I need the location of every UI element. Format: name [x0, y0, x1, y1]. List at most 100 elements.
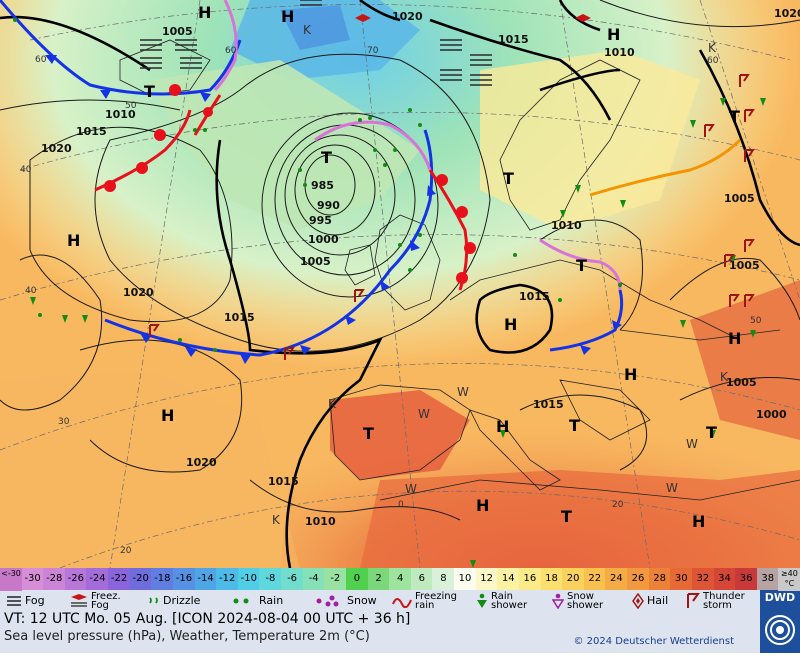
temperature-field: [0, 0, 800, 568]
svg-text:60: 60: [35, 55, 47, 65]
coastlines: [119, 39, 800, 501]
temperature-legend-cell: -24: [86, 568, 109, 590]
legend-freezing-fog-label: Freez. Fog: [91, 591, 121, 611]
legend-snow: Snow: [314, 590, 377, 612]
occlusions: [213, 0, 622, 291]
temperature-legend-cell: 34: [713, 568, 736, 590]
temperature-legend-cell: -20: [129, 568, 152, 590]
legend-freezing-fog: Freez. Fog: [70, 590, 128, 612]
legend-thunderstorm-label: Thunder storm: [703, 591, 745, 611]
temperature-legend-cell: -10: [237, 568, 260, 590]
temperature-legend-cell: 14: [497, 568, 520, 590]
legend-rain-shower-label: Rain shower: [491, 591, 528, 611]
svg-text:1015: 1015: [498, 33, 529, 46]
svg-text:1005: 1005: [726, 376, 757, 389]
svg-text:K: K: [720, 370, 729, 384]
high-center: H: [607, 25, 620, 44]
freezing-rain-icon: [392, 598, 412, 608]
cold-front-east: [549, 289, 624, 352]
high-center: H: [476, 496, 489, 515]
legend-snow-shower-label: Snow shower: [567, 591, 604, 611]
pressure-labels: 1005 1020 1015 1010 1015 1020 985 990 99…: [41, 7, 800, 528]
high-center: H: [504, 315, 517, 334]
svg-text:1010: 1010: [105, 108, 136, 121]
snow-icon: [316, 595, 339, 607]
svg-text:1015: 1015: [519, 290, 550, 303]
temperature-legend-cell: 12: [475, 568, 498, 590]
low-center: T: [144, 82, 155, 101]
low-center: T: [321, 148, 332, 167]
warm-front-bumps: [104, 84, 476, 284]
legend-drizzle: Drizzle: [146, 590, 200, 612]
legend-fog-label: Fog: [25, 594, 45, 607]
high-center: H: [728, 329, 741, 348]
drizzle-icon: [149, 597, 158, 604]
svg-text:1000: 1000: [756, 408, 787, 421]
svg-text:60: 60: [707, 56, 719, 66]
temperature-legend-cell: 24: [605, 568, 628, 590]
low-center: T: [576, 256, 587, 275]
svg-text:1010: 1010: [305, 515, 336, 528]
copyright: © 2024 Deutscher Wetterdienst: [573, 636, 734, 647]
high-center: H: [161, 406, 174, 425]
dwd-logo-text: DWD: [764, 591, 796, 604]
temperature-legend-cell: 20: [562, 568, 585, 590]
low-center: T: [503, 169, 514, 188]
temperature-legend-cell: <-30: [0, 568, 22, 591]
svg-text:1005: 1005: [724, 192, 755, 205]
temperature-legend-cell: 4: [389, 568, 412, 590]
bold-isobars: [0, 0, 800, 568]
low-center: T: [569, 416, 580, 435]
svg-text:985: 985: [311, 179, 334, 192]
rain-shower-icon: [477, 593, 487, 608]
svg-text:30: 30: [58, 417, 70, 427]
map-subtitle: Sea level pressure (hPa), Weather, Tempe…: [4, 629, 370, 644]
svg-text:1005: 1005: [300, 255, 331, 268]
temperature-legend-cell: -18: [151, 568, 174, 590]
weather-symbol-legend: Fog Freez. Fog Drizzle Rain Snow Freezin…: [0, 590, 760, 612]
temperature-legend-cell: 2: [367, 568, 390, 590]
svg-text:W: W: [666, 481, 678, 495]
svg-text:1020: 1020: [392, 10, 423, 23]
svg-text:1020: 1020: [123, 286, 154, 299]
svg-text:60: 60: [225, 46, 237, 56]
hail-icon: [632, 593, 644, 609]
legend-snow-shower: Snow shower: [552, 590, 616, 612]
temperature-legend-cell: -12: [216, 568, 239, 590]
svg-text:990: 990: [317, 199, 340, 212]
legend-drizzle-label: Drizzle: [163, 594, 201, 607]
svg-text:995: 995: [309, 214, 332, 227]
trough-line: [589, 138, 742, 197]
temperature-legend-cell: 6: [410, 568, 433, 590]
legend-rain: Rain: [230, 590, 283, 612]
low-center: T: [729, 107, 740, 126]
svg-text:W: W: [686, 437, 698, 451]
svg-text:40: 40: [25, 286, 37, 296]
legend-rain-shower: Rain shower: [476, 590, 540, 612]
temperature-legend-cell: 30: [670, 568, 693, 590]
temperature-legend-cell: -16: [172, 568, 195, 590]
svg-text:50: 50: [750, 316, 762, 326]
legend-hail: Hail: [632, 590, 668, 612]
grid-labels: 60 70 60 50 40 30 20 0 20 40 50 60 K K K…: [20, 23, 762, 556]
high-center: H: [198, 3, 211, 22]
svg-text:0: 0: [398, 500, 404, 510]
fog-symbols: [140, 0, 492, 86]
svg-text:K: K: [272, 513, 281, 527]
svg-text:1000: 1000: [308, 233, 339, 246]
weather-symbols: [13, 0, 766, 568]
svg-text:K: K: [328, 397, 337, 411]
temperature-legend-cell: -22: [108, 568, 131, 590]
freezing-fog-symbols: [355, 14, 591, 22]
svg-text:70: 70: [367, 46, 379, 56]
svg-text:1020: 1020: [774, 7, 800, 20]
legend-hail-label: Hail: [647, 594, 669, 607]
temperature-legend-cell: 16: [518, 568, 541, 590]
legend-freezing-rain-label: Freezing rain: [415, 591, 457, 611]
temperature-legend-cell: 8: [432, 568, 455, 590]
graticule: [0, 0, 800, 568]
legend-fog: Fog: [6, 590, 45, 612]
temperature-legend-cell: 22: [583, 568, 606, 590]
temperature-legend-cell: -30: [21, 568, 44, 590]
svg-text:1010: 1010: [604, 46, 635, 59]
